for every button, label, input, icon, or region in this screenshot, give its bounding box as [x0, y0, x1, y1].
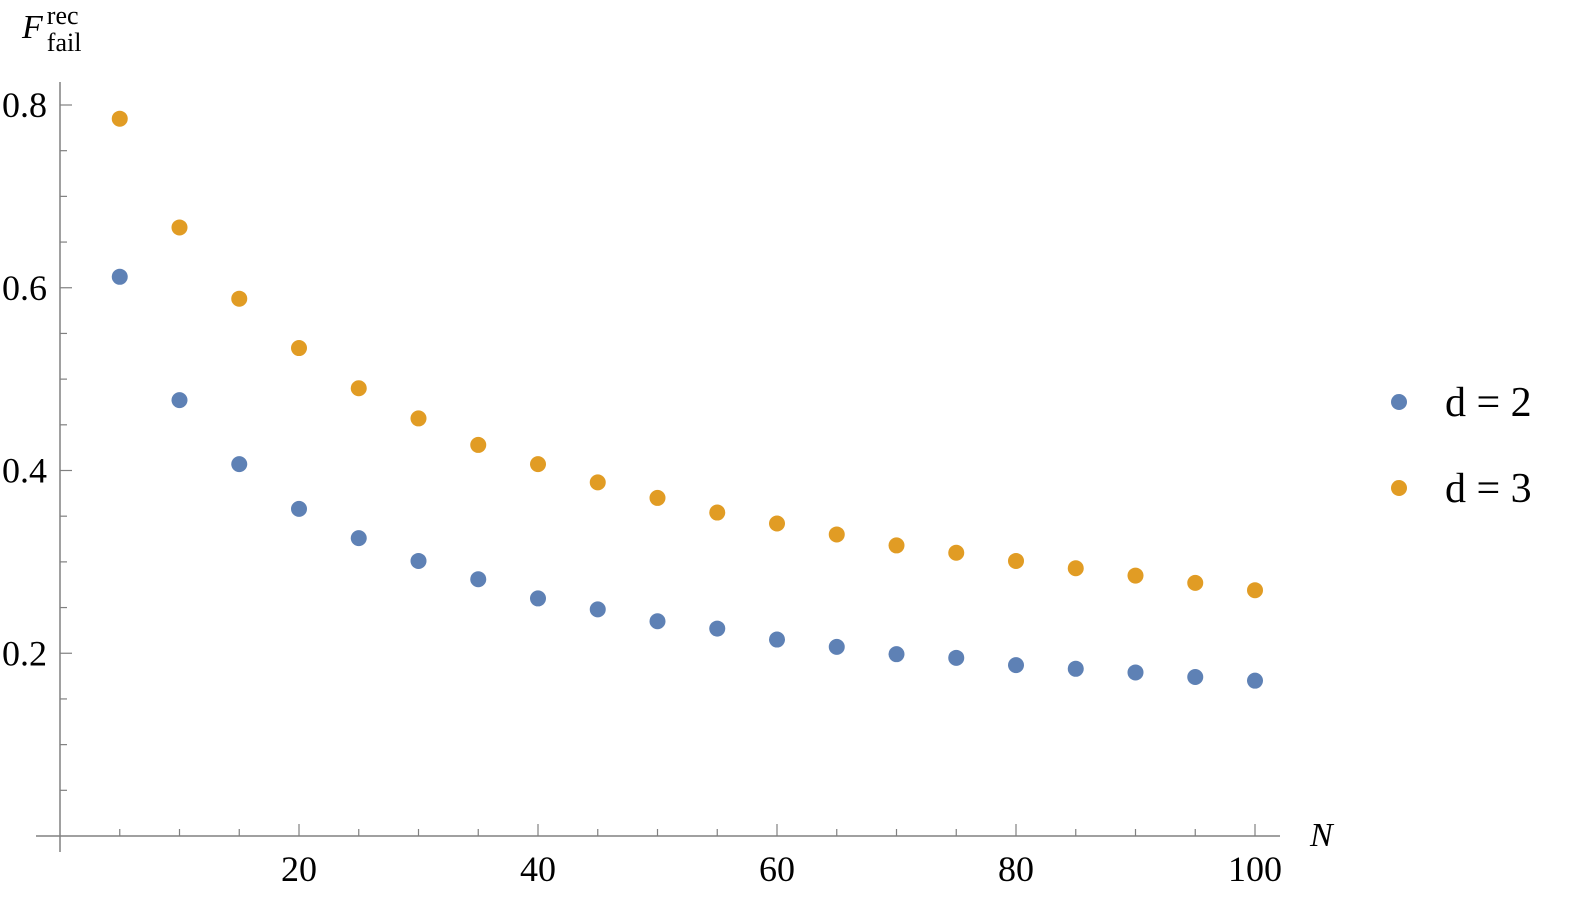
data-point	[291, 500, 307, 517]
series-2-points	[111, 110, 1263, 599]
data-point	[1127, 664, 1144, 681]
data-point	[589, 474, 606, 491]
data-point	[1187, 574, 1204, 591]
data-point	[291, 340, 307, 357]
data-point	[649, 613, 666, 630]
data-point	[350, 380, 367, 397]
data-point	[1008, 552, 1024, 569]
data-point	[709, 504, 726, 521]
data-point	[1067, 660, 1084, 677]
data-point	[769, 631, 785, 648]
data-point	[888, 646, 905, 663]
y-tick-label: 0.8	[2, 85, 47, 125]
data-point	[769, 515, 785, 532]
x-tick-label: 20	[281, 849, 317, 889]
data-point	[888, 537, 905, 554]
y-tick-label: 0.2	[2, 633, 47, 673]
data-point	[530, 590, 546, 607]
y-axis-label-subscript: fail	[47, 28, 82, 57]
data-point	[709, 620, 726, 637]
y-axis-label-superscript: rec	[47, 1, 79, 30]
x-tick-label: 40	[520, 849, 556, 889]
y-axis-label-base: F	[21, 9, 44, 46]
data-point	[649, 489, 666, 506]
data-point	[231, 456, 248, 473]
legend-marker	[1391, 480, 1407, 496]
data-point	[111, 110, 128, 127]
data-point	[948, 544, 965, 561]
data-point	[1247, 672, 1263, 689]
data-point	[171, 219, 188, 236]
x-tick-label: 100	[1228, 849, 1282, 889]
data-point	[1247, 582, 1263, 599]
data-point	[470, 571, 487, 588]
x-tick-label: 80	[998, 849, 1034, 889]
legend-item: d = 3	[1391, 466, 1532, 512]
data-point	[231, 290, 248, 307]
data-points	[111, 110, 1263, 689]
data-point	[470, 436, 487, 453]
data-point	[350, 530, 367, 547]
data-point	[589, 601, 606, 618]
legend: d = 2 d = 3	[1391, 380, 1532, 512]
ticks: 20 40 60 80 100 0.2 0.4 0.6 0.8	[2, 85, 1282, 889]
data-point	[410, 410, 427, 427]
data-point	[1067, 560, 1084, 577]
series-1-points	[111, 268, 1263, 689]
y-tick-label: 0.6	[2, 268, 47, 308]
data-point	[530, 456, 546, 473]
data-point	[171, 392, 188, 409]
y-tick-label: 0.4	[2, 451, 47, 491]
x-axis-label: N	[1309, 817, 1335, 854]
legend-label: d = 3	[1445, 466, 1532, 512]
legend-marker	[1391, 394, 1407, 410]
data-point	[828, 638, 845, 655]
legend-item: d = 2	[1391, 380, 1532, 426]
legend-label: d = 2	[1445, 380, 1532, 426]
data-point	[948, 649, 965, 666]
data-point	[828, 526, 845, 543]
axes	[36, 82, 1280, 852]
data-point	[410, 552, 427, 569]
data-point	[1187, 669, 1204, 686]
data-point	[1008, 657, 1024, 674]
data-point	[1127, 567, 1144, 584]
data-point	[111, 268, 128, 285]
x-tick-label: 60	[759, 849, 795, 889]
